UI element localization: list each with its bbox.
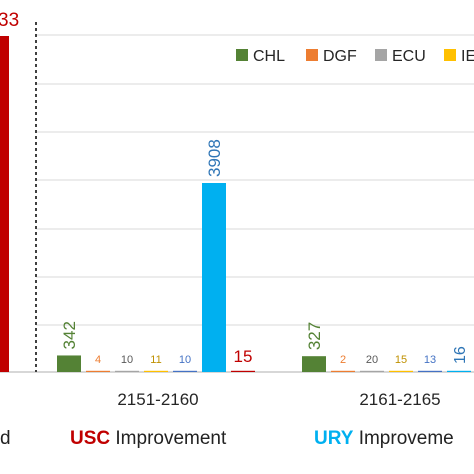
legend-swatch-ecu: [375, 49, 387, 61]
data-label-2-1: 20: [366, 354, 378, 366]
bar-series5-0: [202, 183, 226, 372]
data-label-3-0: 11: [150, 354, 161, 366]
data-label-1-1: 2: [340, 354, 346, 366]
data-label-0-1: 327: [305, 322, 324, 350]
bar-ie-1: [389, 370, 413, 372]
data-label-3-1: 15: [395, 354, 407, 366]
bar-chl-0: [57, 355, 81, 372]
legend-swatch-dgf: [306, 49, 318, 61]
legend-label-dgf: DGF: [323, 48, 357, 65]
data-label-4-1: 13: [424, 354, 436, 366]
data-label-5-1: 16: [452, 346, 469, 364]
data-label-4-0: 10: [179, 354, 191, 366]
bottom-legend-item-partial: d: [0, 428, 11, 449]
legend-label-ecu: ECU: [392, 48, 426, 65]
bar-ecu-0: [115, 370, 139, 372]
bar-ie-0: [144, 370, 168, 372]
usc-key: USC: [70, 428, 111, 449]
category-label-1: 2161-2165: [359, 390, 440, 409]
bar-ecu-1: [360, 370, 384, 372]
data-label-2-0: 10: [121, 354, 133, 366]
data-label-6-0: 15: [234, 347, 253, 366]
partial-bar-left-label: 33: [0, 10, 19, 31]
bottom-legend-item-usc: USC Improvement: [70, 428, 226, 450]
bar-dgf-1: [331, 370, 355, 372]
ury-description: Improveme: [358, 428, 454, 449]
category-label-0: 2151-2160: [117, 390, 198, 409]
legend-label-chl: CHL: [253, 48, 285, 65]
bar-series4-1: [418, 370, 442, 372]
legend-swatch-ie: [444, 49, 456, 61]
bar-series6-0: [231, 370, 255, 372]
bar-series4-0: [173, 370, 197, 372]
usc-description: Improvement: [115, 428, 227, 449]
data-label-1-0: 4: [95, 354, 101, 366]
ury-key: URY: [314, 428, 354, 449]
bottom-legend-item-ury: URY Improveme: [314, 428, 454, 450]
bottom-legend: d USC Improvement URY Improveme: [0, 428, 474, 456]
bar-series5-1: [447, 370, 471, 372]
partial-bar-left: [0, 36, 9, 372]
legend-swatch-chl: [236, 49, 248, 61]
data-label-0-0: 342: [60, 321, 79, 349]
bar-dgf-0: [86, 370, 110, 372]
data-label-5-0: 3908: [205, 139, 224, 177]
bar-chl-1: [302, 356, 326, 372]
legend-label-ie: IE: [461, 48, 474, 65]
